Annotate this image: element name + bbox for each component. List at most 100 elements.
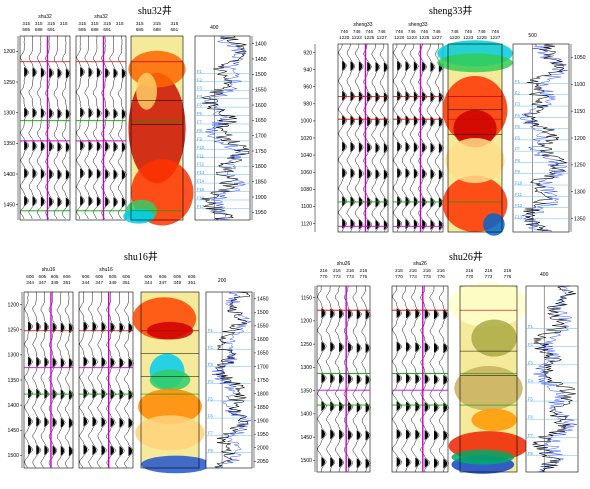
layer-label: F8 [528,451,534,456]
trace-peak-fill [350,168,354,179]
trace-peak-fill [40,196,45,207]
depth-axis-right: 1450 1500 1550 1600 1650 1700 1750 1800 1850 1900… [253,292,269,468]
trace-peak-fill [422,168,426,179]
trace-peak-fill [101,445,106,456]
trace-peak-fill [339,373,343,384]
trace-wiggle [420,285,431,473]
axis-tick-label: 1900 [257,418,269,424]
trace-label-line2: 347 [39,280,47,285]
trace-peak-fill [443,430,448,441]
track-label: shu26 [413,261,427,267]
trace-peak-fill [367,219,371,230]
trace-wiggle [84,35,94,220]
trace-wiggle [79,291,89,468]
axis-tick-label: 1350 [300,388,312,394]
trace-peak-fill [342,60,346,71]
trace-peak-fill [424,429,429,440]
trace-peak-fill [396,401,401,412]
layer-label: F8 [208,448,214,453]
trace-peak-fill [128,389,133,400]
trace-peak-fill [342,167,346,178]
trace-peak-fill [321,401,325,412]
trace-peak-fill [415,373,420,384]
trace-peak-fill [92,356,97,367]
trace-wiggle [92,35,102,220]
trace-label-line2: 349 [109,280,117,285]
trace-peak-fill [405,91,409,102]
axis-tick-label: 1020 [300,136,312,142]
panel-title: shu16井 [124,252,158,263]
axis-tick-label: 1650 [257,351,269,357]
trace-peak-fill [396,373,401,384]
trace-peak-fill [121,68,126,79]
log-curve-blue [204,35,247,220]
depth-axis-left: 1200 1250 1300 1350 1400 1450 1500 [7,292,23,468]
trace-peak-fill [443,343,448,354]
trace-label-line2: 347 [159,280,167,285]
trace-wiggle [124,291,134,468]
trace-peak-fill [367,61,371,72]
trace-peak-fill [96,141,101,152]
panel-svg: 11501200125013001350140014501500shu26216… [300,261,579,474]
trace-label-line1: 605 [173,274,181,279]
trace-peak-fill [397,90,401,101]
trace-peak-fill [365,343,370,354]
trace-peak-fill [60,445,65,456]
impedance-blob [454,365,523,411]
panel-shu26: shu26井 1150 1200 1250 1300 1350 1400 1450 1500 s… [295,242,590,484]
trace-peak-fill [396,308,401,319]
trace-peak-fill [350,91,354,102]
trace-peak-fill [405,141,409,152]
trace-wiggle [434,43,444,232]
log-curve-black [532,285,577,473]
trace-wiggle [410,285,421,473]
trace-peak-fill [88,140,92,151]
trace-label-line1: 216 [320,268,328,273]
trace-peak-fill [96,168,101,179]
trace-peak-fill [383,220,388,231]
well-log-track: 400 F1 F2 F3 F4 F5 F6 F7 F8 F9 F10 F11 F12 F13 F14 F15 F… [194,25,251,221]
axis-tick-label: 980 [303,102,312,108]
trace-peak-fill [119,322,124,333]
trace-peak-fill [365,374,370,385]
layer-label: F2 [197,77,203,82]
layer-label: F1 [208,328,214,333]
layer-label: F17 [197,204,205,209]
trace-peak-fill [88,196,92,207]
trace-peak-fill [113,68,117,79]
trace-wiggle [426,43,436,232]
panel-svg: 1200125013001350140014501500shu166063446… [7,267,269,474]
trace-wiggle [361,285,371,473]
trace-peak-fill [330,308,334,319]
trace-peak-fill [105,196,109,207]
trace-label-line1: 315 [22,21,30,26]
trace-peak-fill [434,430,438,441]
log-curve-blue [533,285,578,473]
panel-title: shu26井 [449,252,483,263]
axis-tick-label: 1400 [3,172,15,178]
axis-tick-label: 1200 [300,319,312,325]
trace-peak-fill [358,115,363,126]
trace-label-line2: 344 [82,280,90,285]
trace-peak-fill [128,417,133,428]
trace-peak-fill [80,195,84,206]
layer-label: F16 [197,195,205,200]
trace-peak-fill [60,357,65,368]
axis-tick-label: 1250 [7,328,19,334]
trace-label-line1: 216 [504,268,512,273]
trace-peak-fill [367,142,371,153]
layer-label: F3 [197,86,203,91]
trace-peak-fill [121,169,126,180]
impedance-blob [483,213,505,236]
trace-peak-fill [321,373,325,384]
trace-peak-fill [438,169,443,180]
trace-label-line2: 691 [170,27,178,32]
trace-peak-fill [28,444,32,455]
trace-peak-fill [434,342,438,353]
trace-wiggle [45,35,55,220]
trace-peak-fill [383,143,388,154]
axis-tick-label: 1550 [255,87,267,93]
trace-peak-fill [83,388,88,399]
panel-title: sheng33井 [429,6,473,17]
